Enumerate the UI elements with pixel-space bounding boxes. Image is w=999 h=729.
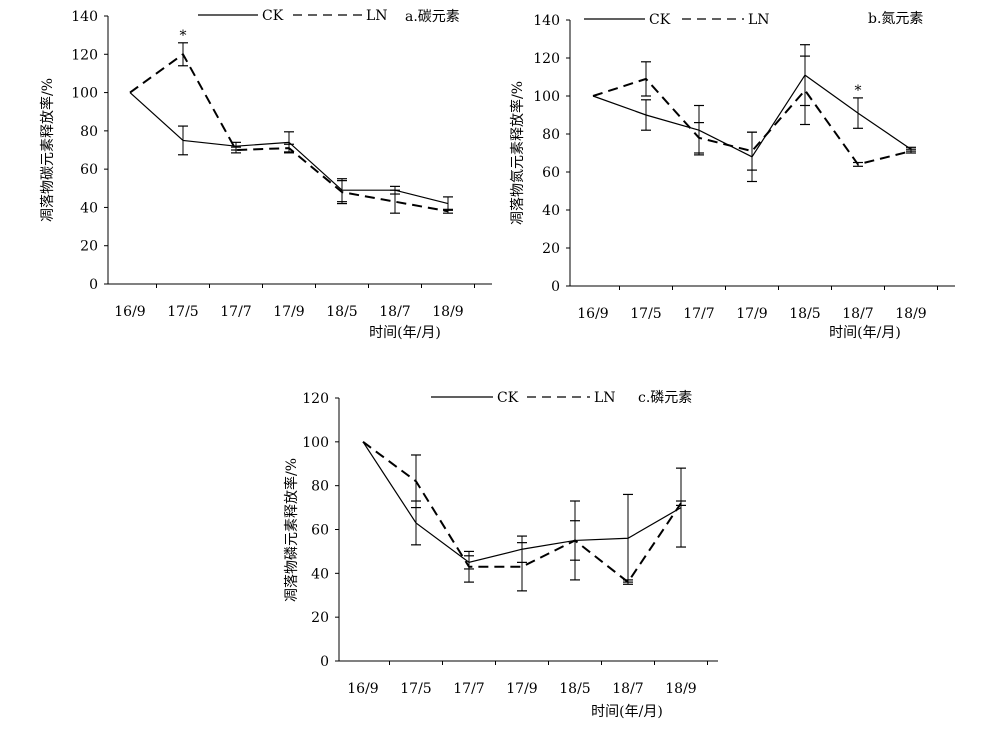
y-tick-label: 60 <box>542 165 560 181</box>
panel-title: c.磷元素 <box>638 390 692 406</box>
x-axis-title: 时间(年/月) <box>591 704 663 720</box>
y-tick-label: 40 <box>311 566 329 582</box>
chart-panel-3: 0 20 40 60 80 100 120 16/9 17/5 17/7 17/9 18/5 18/7 1… <box>283 390 718 720</box>
x-tick-label: 16/9 <box>114 304 145 320</box>
x-tick-label: 16/9 <box>347 681 378 697</box>
y-tick-label: 40 <box>542 203 560 219</box>
legend-ck-label: CK <box>649 12 671 28</box>
x-tick-label: 18/9 <box>895 306 926 322</box>
legend-ck-label: CK <box>497 390 519 406</box>
y-axis-title: 凋落物氮元素释放率/% <box>509 81 526 225</box>
x-tick-label: 18/5 <box>789 306 820 322</box>
significance-marker: * <box>180 28 187 44</box>
y-tick-label: 120 <box>302 391 329 407</box>
y-tick-label: 100 <box>302 435 329 451</box>
panel-title: a.碳元素 <box>405 9 460 25</box>
y-tick-label: 80 <box>542 127 560 143</box>
y-tick-label: 0 <box>551 279 560 295</box>
x-tick-label: 18/7 <box>612 681 643 697</box>
x-tick-label: 17/9 <box>273 304 304 320</box>
significance-marker: * <box>855 83 862 99</box>
y-axis-title: 凋落物碳元素释放率/% <box>39 78 56 222</box>
y-tick-label: 100 <box>533 89 560 105</box>
y-tick-label: 80 <box>80 124 98 140</box>
legend-ck-label: CK <box>262 8 284 24</box>
legend-ln-label: LN <box>594 390 616 406</box>
y-tick-label: 60 <box>311 523 329 539</box>
y-tick-label: 120 <box>533 51 560 67</box>
x-axis-title: 时间(年/月) <box>829 325 901 341</box>
legend-ln-label: LN <box>748 12 770 28</box>
y-tick-label: 0 <box>89 277 98 293</box>
x-tick-label: 18/9 <box>665 681 696 697</box>
chart-panel-2: 0 20 40 60 80 100 120 140 16/9 17/5 17/7 17/9 18/5 18… <box>509 11 955 341</box>
x-tick-label: 18/9 <box>432 304 463 320</box>
y-axis-title: 凋落物磷元素释放率/% <box>283 458 300 602</box>
y-tick-label: 140 <box>533 13 560 29</box>
x-tick-label: 18/7 <box>842 306 873 322</box>
y-tick-label: 20 <box>311 610 329 626</box>
y-tick-label: 120 <box>71 47 98 63</box>
x-tick-label: 16/9 <box>577 306 608 322</box>
x-tick-label: 18/5 <box>326 304 357 320</box>
y-tick-label: 0 <box>320 654 329 670</box>
legend-ln-label: LN <box>366 8 388 24</box>
y-tick-label: 20 <box>542 241 560 257</box>
chart-panel-1: 0 20 40 60 80 100 120 140 16/9 17/5 17/7 17/9 18/5 18… <box>39 8 492 341</box>
x-tick-label: 17/7 <box>453 681 484 697</box>
x-tick-label: 17/7 <box>220 304 251 320</box>
y-tick-label: 140 <box>71 9 98 25</box>
x-tick-label: 18/5 <box>559 681 590 697</box>
x-tick-label: 17/7 <box>683 306 714 322</box>
x-tick-label: 17/9 <box>506 681 537 697</box>
y-tick-label: 80 <box>311 479 329 495</box>
x-tick-label: 17/5 <box>630 306 661 322</box>
panel-title: b.氮元素 <box>868 11 923 27</box>
y-tick-label: 40 <box>80 200 98 216</box>
x-tick-label: 18/7 <box>379 304 410 320</box>
y-tick-label: 60 <box>80 162 98 178</box>
x-axis-title: 时间(年/月) <box>369 325 441 341</box>
x-tick-label: 17/5 <box>167 304 198 320</box>
x-tick-label: 17/9 <box>736 306 767 322</box>
x-tick-label: 17/5 <box>400 681 431 697</box>
y-tick-label: 100 <box>71 86 98 102</box>
y-tick-label: 20 <box>80 239 98 255</box>
